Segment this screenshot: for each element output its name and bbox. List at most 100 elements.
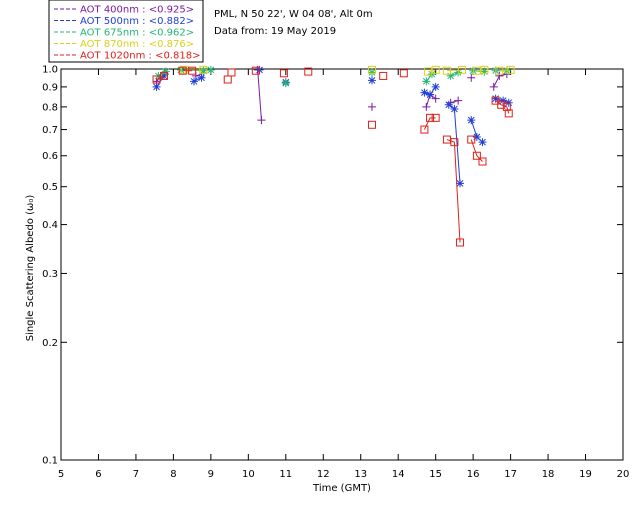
y-tick-label: 0.8 [42,102,58,113]
data-point [420,125,429,134]
data-point [367,76,376,85]
data-point [399,69,408,78]
data-point [367,68,376,77]
legend-label: AOT 675nm : <0.962> [80,28,194,39]
data-point [495,71,504,80]
data-point [160,71,169,80]
series-line [499,69,511,72]
y-tick-label: 0.3 [42,269,58,280]
y-tick-label: 0.4 [42,220,58,231]
y-tick-label: 0.2 [42,338,58,349]
data-point [188,66,197,75]
data-point [367,102,376,111]
x-tick-label: 13 [354,469,367,480]
data-point [420,88,429,97]
data-point [152,82,161,91]
legend-label: AOT 500nm : <0.882> [80,16,194,27]
data-point [478,138,487,147]
data-point [422,77,431,86]
x-tick-label: 15 [429,469,442,480]
x-tick-label: 16 [467,469,480,480]
data-point [450,138,459,147]
x-tick-label: 7 [133,469,139,480]
data-point [442,66,451,75]
x-tick-label: 20 [617,469,630,480]
data-point [281,79,290,88]
data-point [502,102,511,111]
x-tick-label: 18 [542,469,555,480]
data-point [504,98,513,107]
data-point [497,100,506,109]
data-point [467,135,476,144]
data-point [379,71,388,80]
data-point [491,96,500,105]
data-point [495,66,504,75]
x-tick-label: 10 [242,469,255,480]
data-point [431,113,440,122]
data-point [304,67,313,76]
data-point [199,66,208,75]
data-point [197,73,206,82]
y-tick-label: 0.1 [42,456,58,467]
x-tick-label: 17 [504,469,517,480]
data-point [504,109,513,118]
data-point [251,66,260,75]
data-point [431,94,440,103]
series-line [446,139,461,243]
data-point [467,116,476,125]
data-point [426,113,435,122]
legend-box [48,0,204,63]
y-tick-label: 0.9 [42,82,58,93]
data-point [478,157,487,166]
data-point [367,120,376,129]
x-axis-label: Time (GMT) [312,483,371,494]
data-point [454,96,463,105]
data-point [223,75,232,84]
data-point [422,102,431,111]
data-point [431,82,440,91]
date-info: Data from: 19 May 2019 [214,26,336,37]
data-point [444,100,453,109]
data-point [491,94,500,103]
x-tick-label: 6 [95,469,101,480]
x-tick-label: 5 [58,469,64,480]
series-group [152,65,511,125]
x-tick-label: 11 [279,469,292,480]
legend-label: AOT 400nm : <0.925> [80,5,194,16]
data-point [431,65,440,74]
x-tick-label: 14 [392,469,405,480]
data-point [178,66,187,75]
data-point [367,65,376,74]
data-point [472,151,481,160]
y-tick-label: 0.6 [42,151,58,162]
data-point [472,133,481,142]
data-point [206,65,215,74]
series-group [180,65,515,76]
data-point [426,90,435,99]
series-group [152,66,513,247]
series-line [446,69,462,72]
y-tick-label: 1.0 [42,65,58,76]
legend: AOT 400nm : <0.925>AOT 500nm : <0.882>AO… [48,0,204,63]
x-tick-label: 8 [170,469,176,480]
data-point [450,105,459,114]
data-point [446,71,455,80]
data-point [467,73,476,82]
data-point [499,96,508,105]
data-point [257,116,266,125]
y-tick-label: 0.5 [42,182,58,193]
data-point [279,69,288,78]
plot-frame [60,68,624,461]
data-point [489,82,498,91]
data-point [480,65,489,74]
data-point [227,68,236,77]
x-tick-label: 9 [208,469,214,480]
legend-label: AOT 1020nm : <0.818> [80,51,200,62]
data-point [506,65,515,74]
data-point [456,238,465,247]
data-point [190,77,199,86]
data-point [457,65,466,74]
legend-label: AOT 870nm : <0.876> [80,39,194,50]
series-group [152,65,513,188]
